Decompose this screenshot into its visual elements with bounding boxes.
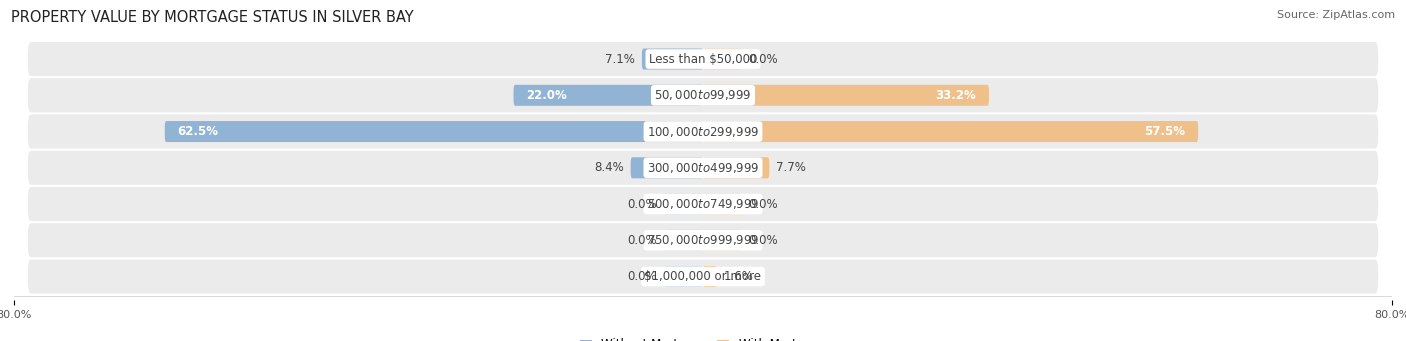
Text: $1,000,000 or more: $1,000,000 or more (644, 270, 762, 283)
FancyBboxPatch shape (28, 260, 1378, 294)
FancyBboxPatch shape (703, 193, 742, 214)
FancyBboxPatch shape (643, 48, 703, 70)
FancyBboxPatch shape (28, 115, 1378, 149)
FancyBboxPatch shape (28, 42, 1378, 76)
Text: Less than $50,000: Less than $50,000 (648, 53, 758, 65)
Text: 1.6%: 1.6% (724, 270, 754, 283)
FancyBboxPatch shape (703, 157, 769, 178)
FancyBboxPatch shape (703, 121, 1198, 142)
Text: $750,000 to $999,999: $750,000 to $999,999 (647, 233, 759, 247)
FancyBboxPatch shape (28, 78, 1378, 112)
Text: 8.4%: 8.4% (593, 161, 624, 174)
Legend: Without Mortgage, With Mortgage: Without Mortgage, With Mortgage (581, 338, 825, 341)
FancyBboxPatch shape (703, 266, 717, 287)
Text: $100,000 to $299,999: $100,000 to $299,999 (647, 124, 759, 138)
FancyBboxPatch shape (664, 266, 703, 287)
Text: $500,000 to $749,999: $500,000 to $749,999 (647, 197, 759, 211)
Text: Source: ZipAtlas.com: Source: ZipAtlas.com (1277, 10, 1395, 20)
Text: 0.0%: 0.0% (748, 234, 779, 247)
FancyBboxPatch shape (703, 85, 988, 106)
FancyBboxPatch shape (28, 151, 1378, 185)
FancyBboxPatch shape (703, 230, 742, 251)
Text: 0.0%: 0.0% (627, 234, 658, 247)
Text: 0.0%: 0.0% (748, 53, 779, 65)
Text: $300,000 to $499,999: $300,000 to $499,999 (647, 161, 759, 175)
FancyBboxPatch shape (664, 230, 703, 251)
Text: 7.1%: 7.1% (605, 53, 636, 65)
FancyBboxPatch shape (28, 223, 1378, 257)
FancyBboxPatch shape (664, 193, 703, 214)
FancyBboxPatch shape (631, 157, 703, 178)
Text: 0.0%: 0.0% (748, 197, 779, 210)
FancyBboxPatch shape (703, 48, 742, 70)
Text: 57.5%: 57.5% (1144, 125, 1185, 138)
FancyBboxPatch shape (165, 121, 703, 142)
Text: 7.7%: 7.7% (776, 161, 806, 174)
Text: PROPERTY VALUE BY MORTGAGE STATUS IN SILVER BAY: PROPERTY VALUE BY MORTGAGE STATUS IN SIL… (11, 10, 413, 25)
Text: 22.0%: 22.0% (526, 89, 567, 102)
Text: 33.2%: 33.2% (935, 89, 976, 102)
Text: $50,000 to $99,999: $50,000 to $99,999 (654, 88, 752, 102)
FancyBboxPatch shape (513, 85, 703, 106)
Text: 62.5%: 62.5% (177, 125, 219, 138)
Text: 0.0%: 0.0% (627, 197, 658, 210)
FancyBboxPatch shape (28, 187, 1378, 221)
Text: 0.0%: 0.0% (627, 270, 658, 283)
